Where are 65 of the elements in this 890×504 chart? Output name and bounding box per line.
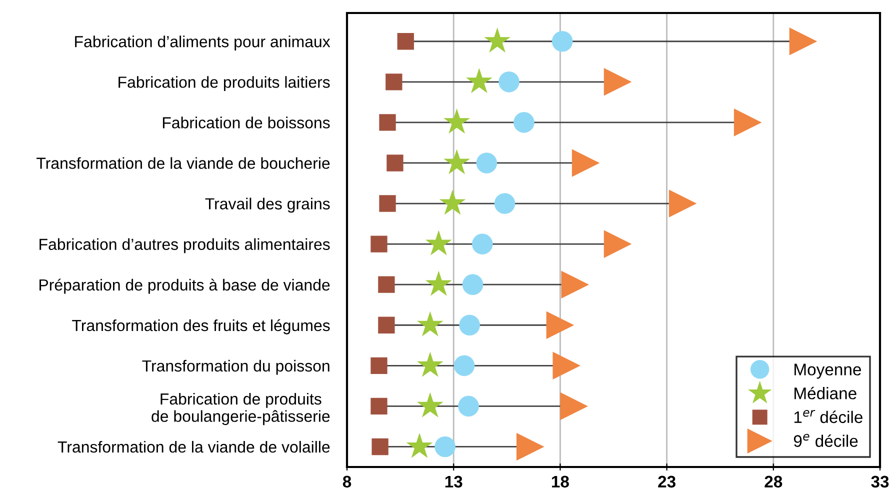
y-tick-label: Transformation du poisson xyxy=(142,360,330,375)
point xyxy=(789,27,818,56)
legend-label: Moyenne xyxy=(794,364,861,379)
y-tick-label: Transformation de la viande de boucherie xyxy=(36,157,330,169)
point xyxy=(604,68,632,96)
y-tick-label: Travail des grains xyxy=(205,198,330,213)
point xyxy=(379,195,396,212)
x-tick-label: 33 xyxy=(871,476,889,488)
x-tick-label: 13 xyxy=(445,476,462,488)
point xyxy=(416,311,444,336)
y-tick-label: Fabrication d’aliments pour animaux xyxy=(75,36,330,50)
legend-label: 1$^{er}$ décile xyxy=(794,410,862,424)
y-tick-label: Fabrication de produits de boulangerie-pâtisserie xyxy=(152,392,330,426)
point xyxy=(379,114,396,131)
point xyxy=(386,154,404,172)
point xyxy=(494,193,516,214)
point xyxy=(439,190,466,215)
point xyxy=(462,274,484,296)
point xyxy=(734,108,762,136)
point xyxy=(604,230,632,258)
point xyxy=(397,33,414,50)
x-tick-label: 8 xyxy=(342,476,352,488)
legend-label: Médiane xyxy=(794,386,856,400)
point xyxy=(484,27,511,53)
point xyxy=(372,438,388,456)
y-tick-label: Fabrication d’autres produits alimentaires xyxy=(40,238,330,254)
point xyxy=(378,276,395,293)
point xyxy=(514,112,534,133)
x-tick-label: 18 xyxy=(552,476,569,488)
point xyxy=(472,234,493,254)
point xyxy=(458,396,479,417)
point xyxy=(668,190,697,218)
point xyxy=(459,314,480,336)
point xyxy=(560,392,588,420)
point xyxy=(406,432,433,458)
x-tick-label: 23 xyxy=(658,476,676,488)
point xyxy=(425,270,452,296)
point xyxy=(552,30,573,52)
y-tick-label: Transformation de la viande de volaille xyxy=(58,440,330,453)
point xyxy=(370,357,388,374)
point xyxy=(425,230,452,256)
point xyxy=(476,152,498,174)
point xyxy=(370,236,388,252)
point xyxy=(516,432,544,461)
x-tick-label: 28 xyxy=(764,476,782,488)
point xyxy=(378,316,395,334)
point xyxy=(498,71,520,92)
point xyxy=(416,392,444,418)
legend-label: 9$^{e}$ décile xyxy=(794,434,858,447)
point xyxy=(454,355,475,376)
point xyxy=(370,398,388,415)
point xyxy=(552,352,580,380)
point xyxy=(561,270,590,298)
point xyxy=(386,74,402,90)
y-tick-label: Préparation de produits à base de viande xyxy=(40,278,330,294)
point xyxy=(466,68,492,94)
point xyxy=(444,108,470,134)
point xyxy=(444,149,470,174)
point xyxy=(416,352,444,377)
point xyxy=(434,436,456,458)
y-tick-label: Fabrication de produits laitiers xyxy=(118,76,330,92)
y-tick-label: Transformation des fruits et légumes xyxy=(72,319,330,334)
point xyxy=(572,149,600,177)
point xyxy=(546,311,574,340)
y-tick-label: Fabrication de boissons xyxy=(162,116,330,128)
